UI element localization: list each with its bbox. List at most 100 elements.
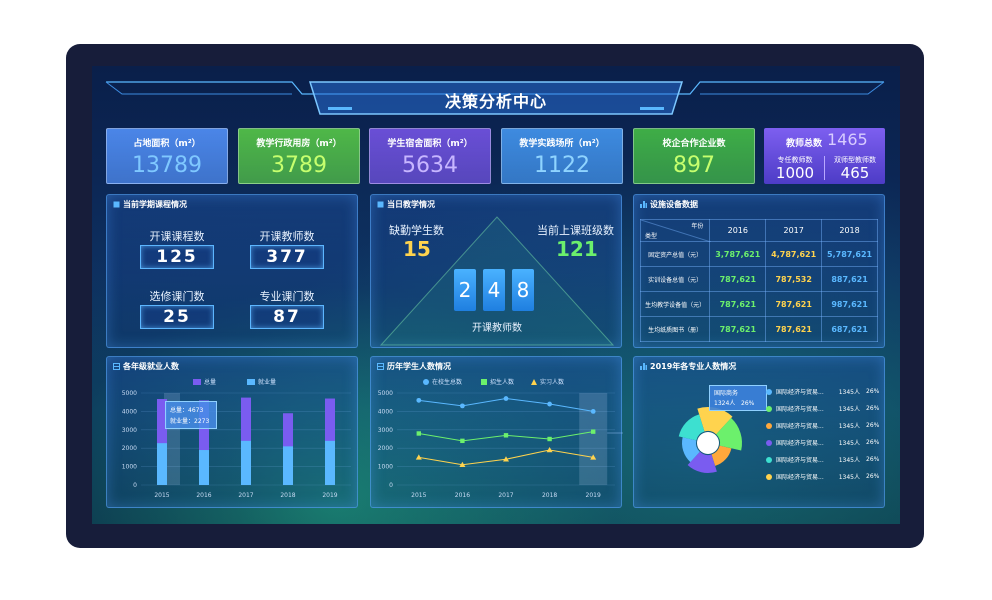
major-course-label: 专业课门数 [259, 290, 315, 303]
row-name: 生均教学设备值（元） [639, 291, 711, 317]
stat-label: 校企合作企业数 [662, 139, 726, 149]
table-cell: 787,621 [765, 291, 823, 317]
year-header: 2018 [821, 219, 878, 242]
employment-chart: 0 1000 2000 3000 4000 5000 2015 2016 2017 2018 201… [122, 390, 351, 499]
stat-label: 教学实践场所（m²） [519, 139, 605, 149]
stat-value: 3789 [271, 153, 327, 178]
row-name: 实训设备总值（元） [639, 266, 711, 292]
majors-tooltip-count: 1324人 [714, 400, 736, 407]
pie-center [697, 432, 719, 454]
list-item: 国际经济与贸易... 1345人 26% [766, 472, 879, 481]
row-name: 固定资产总值（元） [639, 241, 711, 267]
table-cell: 887,621 [821, 266, 878, 292]
teacher-total-value: 1465 [827, 130, 868, 149]
major-name: 国际经济与贸易... [776, 440, 824, 447]
data-point [547, 436, 552, 442]
major-count: 1345人 [838, 457, 860, 464]
equipment-table: 年份 类型 2016 2017 2018 固定资产总值（元） 3,787,621 4… [639, 219, 878, 342]
course-panel-title: 当前学期课程情况 [123, 200, 187, 209]
major-count: 1345人 [838, 474, 860, 481]
stat-label: 学生宿舍面积（m²） [387, 139, 473, 149]
major-name: 国际经济与贸易... [776, 474, 824, 481]
table-cell: 987,621 [821, 291, 878, 317]
legend-dot [766, 439, 772, 446]
legend-intern: 实习人数 [531, 377, 564, 386]
major-pct: 26% [866, 388, 880, 395]
list-item: 国际经济与贸易... 1345人 26% [766, 438, 879, 447]
y-tick-label: 2000 [378, 445, 393, 452]
major-name: 国际经济与贸易... [776, 389, 824, 396]
tooltip-employed: 就业量：2273 [170, 418, 210, 425]
active-teacher-label: 开课教师数 [472, 323, 522, 334]
stat-value: 5634 [402, 153, 458, 178]
y-tick-label: 3000 [122, 427, 137, 434]
table-row: 实训设备总值（元） 787,621 787,532 887,621 [639, 266, 878, 292]
table-row: 固定资产总值（元） 3,787,621 4,787,621 5,787,621 [639, 241, 878, 267]
pie-slice [682, 437, 700, 463]
bar-employed [325, 440, 335, 485]
row-name: 生均纸质图书（册） [639, 316, 711, 342]
employment-panel-title: 各年级就业人数 [123, 362, 179, 371]
pie-slice [697, 407, 733, 435]
major-name: 国际经济与贸易... [776, 423, 824, 430]
x-tick-label: 2017 [238, 492, 253, 499]
major-count: 1345人 [838, 389, 860, 396]
data-point [547, 401, 552, 407]
teacher-total-label: 教师总数 [786, 139, 823, 149]
corner-type-label: 类型 [645, 233, 658, 240]
data-point [590, 454, 597, 460]
legend-total: 总量 [193, 377, 216, 386]
y-tick-label: 4000 [122, 408, 137, 415]
corner-year-label: 年份 [691, 223, 704, 230]
document-icon [113, 201, 120, 208]
legend-swatch [481, 378, 487, 385]
stat-value: 897 [673, 153, 715, 178]
data-point [416, 431, 421, 436]
table-cell: 4,787,621 [765, 241, 823, 267]
table-cell: 5,787,621 [821, 241, 878, 267]
data-point [503, 396, 509, 401]
legend-dot [766, 473, 772, 480]
data-point [415, 454, 422, 460]
corner-cell: 年份 类型 [639, 219, 711, 242]
stat-value: 13789 [132, 153, 202, 178]
major-pct: 26% [866, 439, 880, 446]
bar-total [157, 399, 167, 485]
x-tick-label: 2018 [280, 492, 295, 499]
current-class-value: 121 [556, 237, 598, 261]
majors-panel-title: 2019年各专业人数情况 [650, 362, 737, 371]
major-count: 1345人 [838, 406, 860, 413]
table-cell: 787,621 [709, 291, 767, 317]
stat-card: 教学行政用房（m²） 3789 [238, 128, 360, 184]
equipment-panel: 设施设备数据 年份 类型 2016 2017 2018 固定资产总值（元） 3,7… [633, 194, 885, 348]
legend-dot [766, 422, 772, 429]
list-item: 国际经济与贸易... 1345人 26% [766, 421, 879, 430]
legend-swatch [423, 378, 429, 385]
y-tick-label: 1000 [122, 464, 137, 471]
data-point [460, 403, 465, 409]
table-cell: 787,621 [765, 316, 823, 342]
absent-value: 15 [403, 237, 431, 261]
course-count-label: 开课课程数 [149, 230, 205, 243]
y-tick-label: 0 [133, 482, 137, 489]
x-tick-label: 2015 [411, 492, 426, 499]
page-title: 决策分析中心 [444, 92, 547, 111]
grid-icon [377, 363, 384, 370]
employment-panel: 各年级就业人数 总量 就业量 0 1000 2000 3000 4000 5000 2015… [106, 356, 358, 508]
legend-dot [766, 456, 772, 463]
table-cell: 787,532 [765, 266, 823, 292]
full-time-teacher-value: 1000 [775, 164, 815, 182]
major-pct: 26% [866, 422, 880, 429]
x-tick-label: 2016 [196, 492, 211, 499]
table-row: 生均教学设备值（元） 787,621 787,621 987,621 [639, 291, 878, 317]
y-tick-label: 0 [389, 482, 393, 489]
history-panel: 历年学生人数情况 在校生总数 招生人数 实习人数 0 1000 2000 3000 40… [370, 356, 623, 508]
history-chart: 0 1000 2000 3000 4000 5000 2015 2016 2017 2018 201… [378, 390, 623, 499]
grid-icon [113, 363, 120, 370]
major-name: 国际经济与贸易... [776, 406, 824, 413]
header: 决策分析中心 [92, 66, 900, 126]
equipment-panel-title: 设施设备数据 [650, 200, 698, 209]
major-pct: 26% [866, 473, 880, 480]
bar-employed [241, 440, 251, 485]
dual-teacher-label: 双师型教师数 [834, 156, 876, 164]
